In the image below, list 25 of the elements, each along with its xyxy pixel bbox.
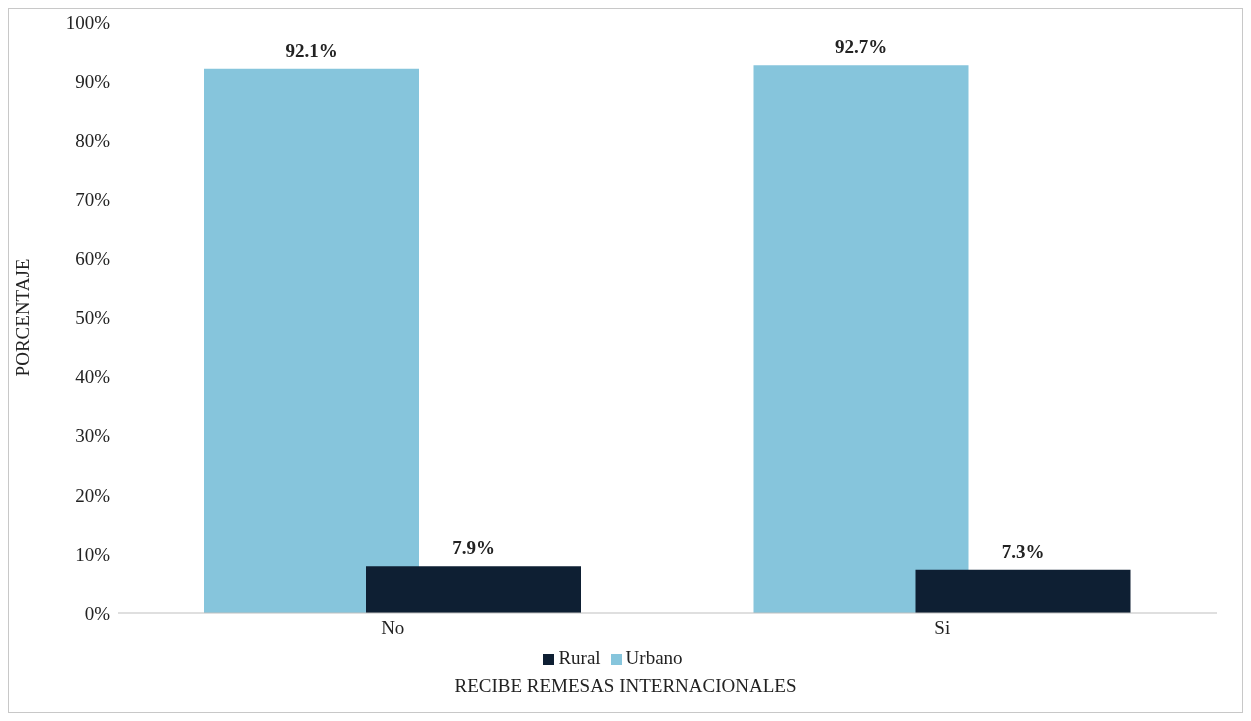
y-axis-title: PORCENTAJE [11,258,33,377]
x-tick-label: Si [934,617,951,639]
y-tick-label: 70% [75,189,111,211]
bar [204,68,419,613]
legend-label: Urbano [625,647,683,668]
y-tick-label: 0% [84,602,111,624]
y-tick-label: 100% [65,11,111,33]
y-tick-label: 10% [75,543,111,565]
y-tick-label: 40% [75,366,111,388]
data-label: 7.9% [452,537,495,559]
legend-label: Rural [558,647,601,668]
y-tick-label: 30% [75,425,111,447]
bar [366,566,581,613]
data-label: 92.7% [834,36,888,58]
y-tick-label: 90% [75,70,111,92]
bar [753,65,969,613]
data-label: 7.3% [1001,540,1045,562]
x-tick-label: No [381,617,405,639]
y-tick-label: 50% [75,307,111,329]
bar [915,569,1131,613]
y-tick-label: 80% [75,129,111,151]
data-label: 92.1% [285,39,338,61]
x-axis-title: RECIBE REMESAS INTERNACIONALES [453,675,798,697]
y-tick-label: 20% [75,484,111,506]
y-tick-label: 60% [75,248,111,270]
